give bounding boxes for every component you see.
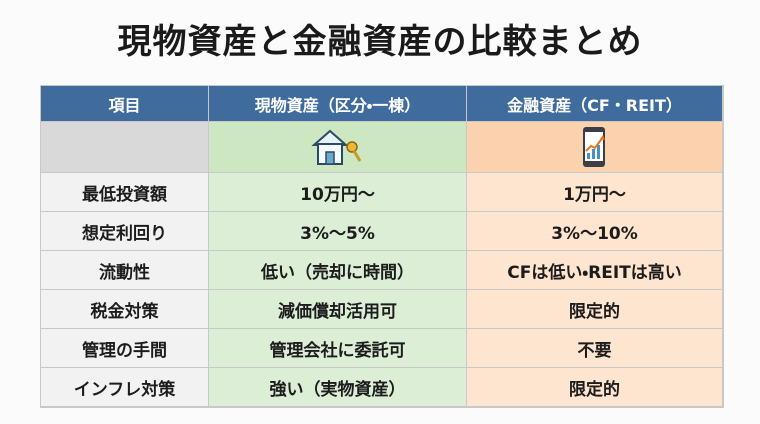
phone-icon <box>582 127 605 167</box>
header-cell: 金融資産（CF・REIT） <box>467 86 723 122</box>
table-cell: 1万円〜 <box>467 173 723 212</box>
table-cell: 不要 <box>467 329 723 368</box>
row-label: 流動性 <box>41 251 209 290</box>
page-title: 現物資産と金融資産の比較まとめ <box>117 22 643 62</box>
table-cell: 減価償却活用可 <box>209 290 467 329</box>
table-cell: 10万円〜 <box>209 173 467 212</box>
table-cell: 限定的 <box>467 290 723 329</box>
row-label: 管理の手間 <box>41 329 209 368</box>
table-cell: 3%〜10% <box>467 212 723 251</box>
table-cell: 管理会社に委託可 <box>209 329 467 368</box>
header-cell: 項目 <box>41 86 209 122</box>
table-cell: 限定的 <box>467 368 723 407</box>
header-cell: 現物資産（区分・一棟） <box>209 86 467 122</box>
house-icon <box>310 129 361 165</box>
icon-cell <box>209 122 467 173</box>
table-cell: 3%〜5% <box>209 212 467 251</box>
row-label: インフレ対策 <box>41 368 209 407</box>
row-label: 想定利回り <box>41 212 209 251</box>
comparison-table: 項目 現物資産（区分・一棟） 金融資産（CF・REIT） 最低投資額 10万円〜 1… <box>40 85 724 408</box>
icon-cell <box>41 122 209 173</box>
table-cell: 強い（実物資産） <box>209 368 467 407</box>
table-cell: 低い（売却に時間） <box>209 251 467 290</box>
icon-cell <box>467 122 723 173</box>
row-label: 税金対策 <box>41 290 209 329</box>
row-label: 最低投資額 <box>41 173 209 212</box>
table-cell: CFは低い・REITは高い <box>467 251 723 290</box>
